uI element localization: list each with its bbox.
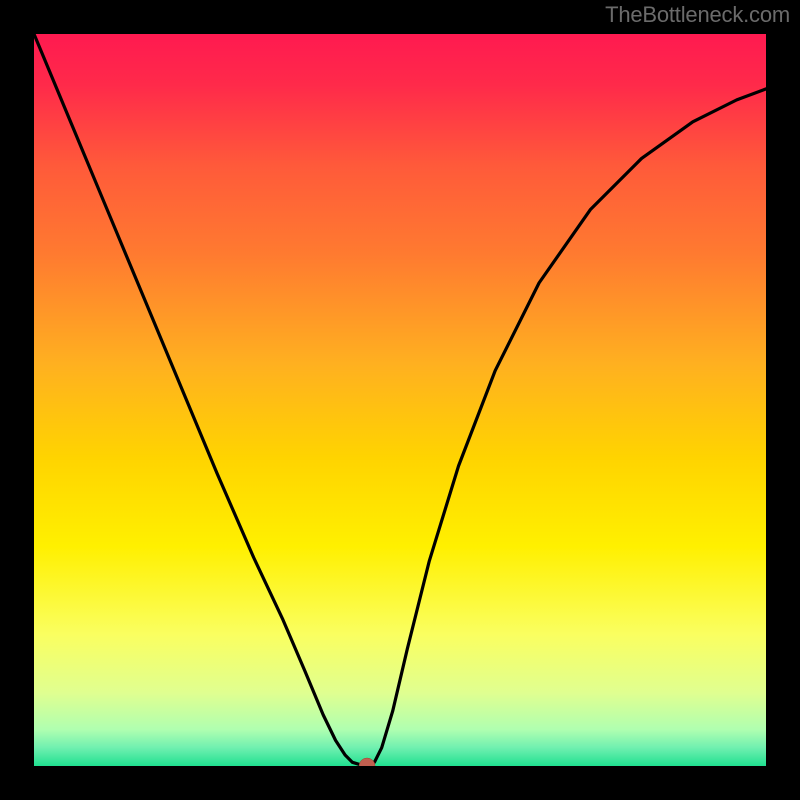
bottleneck-curve (34, 34, 766, 765)
watermark-text: TheBottleneck.com (605, 2, 790, 28)
plot-frame (30, 30, 770, 770)
chart-curve-layer (34, 34, 766, 766)
minimum-marker (359, 758, 375, 766)
